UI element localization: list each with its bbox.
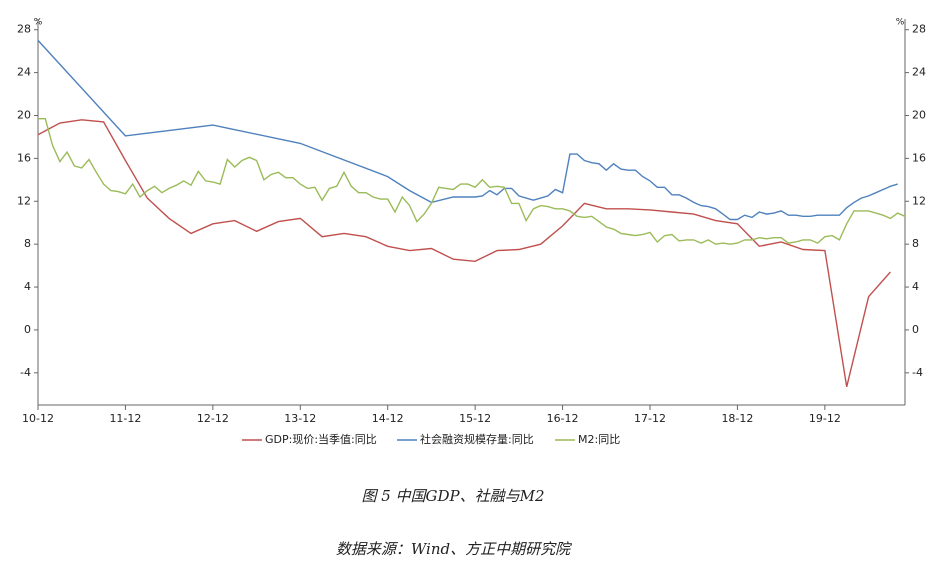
x-tick-label: 14-12 xyxy=(372,412,404,425)
legend-label: GDP:现价:当季值:同比 xyxy=(265,432,377,446)
series-line xyxy=(37,39,898,221)
x-tick-label: 12-12 xyxy=(197,412,229,425)
y2-tick-label: 20 xyxy=(912,109,926,122)
y2-tick-label: 28 xyxy=(912,23,926,36)
caption: 图 5 中国GDP、社融与M2 xyxy=(361,487,544,505)
y-tick-label: 4 xyxy=(24,280,31,293)
series-line xyxy=(37,119,891,387)
y2-tick-label: 4 xyxy=(912,280,919,293)
x-tick-label: 17-12 xyxy=(634,412,666,425)
y2-tick-label: -4 xyxy=(912,366,923,379)
y-tick-label: 8 xyxy=(24,237,31,250)
x-tick-label: 19-12 xyxy=(809,412,841,425)
x-tick-label: 16-12 xyxy=(547,412,579,425)
legend-label: M2:同比 xyxy=(578,433,620,446)
x-tick-label: 15-12 xyxy=(459,412,491,425)
x-tick-label: 18-12 xyxy=(721,412,753,425)
y2-tick-label: 16 xyxy=(912,151,926,164)
y2-tick-label: 12 xyxy=(912,194,926,207)
x-tick-label: 10-12 xyxy=(22,412,54,425)
y-tick-label: 28 xyxy=(17,23,31,36)
x-tick-label: 11-12 xyxy=(109,412,141,425)
y2-unit: % xyxy=(896,18,905,28)
y-tick-label: 16 xyxy=(17,151,31,164)
y2-tick-label: 8 xyxy=(912,237,919,250)
x-tick-label: 13-12 xyxy=(284,412,316,425)
y-tick-label: 0 xyxy=(24,323,31,336)
y-tick-label: -4 xyxy=(20,366,31,379)
y2-tick-label: 24 xyxy=(912,66,926,79)
source-note: 数据来源：Wind、方正中期研究院 xyxy=(336,540,572,558)
y2-tick-label: 0 xyxy=(912,323,919,336)
series-line xyxy=(38,118,906,245)
legend-label: 社会融资规模存量:同比 xyxy=(420,432,534,446)
y-tick-label: 24 xyxy=(17,66,31,79)
y-tick-label: 20 xyxy=(17,109,31,122)
y-tick-label: 12 xyxy=(17,194,31,207)
